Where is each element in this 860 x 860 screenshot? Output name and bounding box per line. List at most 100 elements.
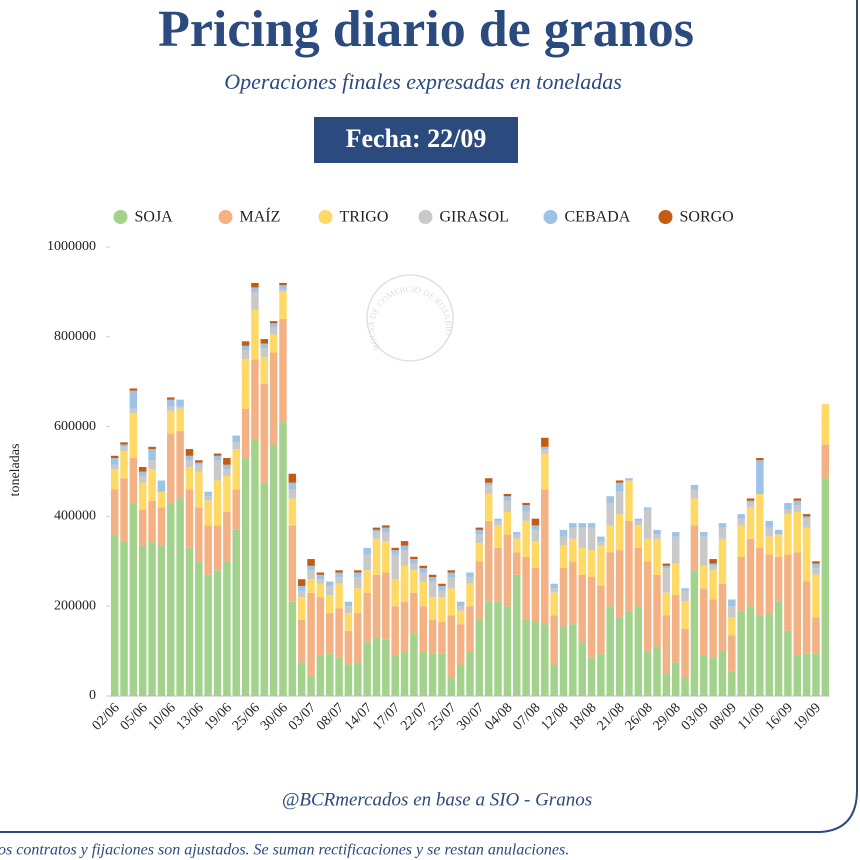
bar-segment	[204, 525, 212, 575]
bar-segment	[176, 498, 184, 696]
bar-segment	[466, 577, 474, 584]
y-tick-label: 0	[89, 688, 96, 703]
bar-segment	[167, 433, 175, 503]
bar-segment	[148, 500, 156, 542]
bar-segment	[428, 597, 437, 620]
bar-segment	[419, 606, 427, 652]
bar-segment	[756, 547, 764, 616]
bar-segment	[484, 484, 493, 494]
bar-segment	[634, 547, 643, 607]
bar-segment	[615, 550, 624, 618]
bar-segment	[662, 565, 671, 569]
bar-segment	[597, 536, 605, 542]
bar-segment	[363, 547, 371, 555]
bar-segment	[288, 482, 297, 490]
bar-segment	[531, 529, 540, 542]
x-tick-label: 30/06	[258, 700, 291, 733]
bar-segment	[522, 520, 530, 557]
bar-segment	[129, 388, 138, 391]
bar-segment	[335, 572, 343, 578]
bar-segment	[494, 518, 502, 521]
bar-segment	[625, 480, 633, 521]
bar-segment	[784, 514, 792, 555]
bar-segment	[372, 637, 381, 696]
bar-segment	[606, 525, 614, 553]
bar-segment	[802, 518, 811, 528]
bar-segment	[494, 520, 502, 526]
x-tick-label: 25/07	[426, 700, 459, 733]
bar-segment	[494, 525, 502, 548]
bar-segment	[148, 469, 156, 501]
bar-segment	[382, 525, 390, 528]
bar-segment	[157, 507, 166, 546]
x-tick-label: 04/08	[482, 700, 515, 733]
bar-segment	[653, 529, 661, 535]
bar-segment	[138, 467, 147, 472]
bar-segment	[316, 572, 325, 575]
bar-segment	[400, 541, 409, 546]
bar-segment	[756, 460, 764, 494]
x-tick-label: 03/09	[679, 700, 712, 733]
bar-segment	[531, 568, 540, 622]
bar-segment	[513, 538, 521, 553]
bar-segment	[288, 489, 297, 499]
bar-segment	[120, 446, 128, 452]
bar-segment	[400, 651, 409, 696]
bar-segment	[438, 621, 446, 654]
bar-segment	[391, 606, 399, 656]
bar-segment	[232, 489, 240, 530]
bar-segment	[335, 570, 343, 573]
bar-segment	[213, 455, 222, 461]
bar-segment	[709, 599, 717, 658]
bar-segment	[728, 599, 736, 607]
bar-segment	[241, 359, 250, 409]
bar-segment	[746, 500, 755, 503]
bar-segment	[195, 471, 203, 508]
bar-segment	[522, 619, 530, 696]
bar-segment	[307, 675, 315, 696]
bar-segment	[428, 574, 437, 578]
bar-segment	[363, 554, 371, 571]
bar-segment	[279, 282, 287, 286]
bar-segment	[541, 449, 549, 454]
bar-segment	[522, 505, 530, 512]
bar-segment	[326, 581, 334, 586]
bar-segment	[260, 348, 269, 358]
bar-segment	[494, 601, 502, 696]
bar-segment	[241, 345, 250, 351]
bar-segment	[700, 532, 708, 537]
seal-ring	[366, 274, 454, 362]
bar-segment	[559, 529, 568, 537]
bar-segment	[400, 565, 409, 602]
y-tick-label: 200000	[54, 598, 96, 613]
bar-segment	[475, 543, 484, 562]
bar-segment	[241, 350, 250, 360]
bar-segment	[522, 511, 530, 521]
legend-swatch	[418, 210, 433, 224]
bar-segment	[279, 291, 287, 319]
bar-segment	[569, 538, 577, 562]
bar-segment	[204, 491, 212, 497]
x-tick-label: 07/08	[510, 700, 543, 733]
bar-segment	[391, 579, 399, 607]
bar-segment	[513, 574, 521, 696]
bar-segment	[587, 657, 596, 696]
bar-segment	[541, 437, 549, 447]
bar-segment	[438, 653, 446, 696]
bar-segment	[765, 554, 773, 613]
bar-segment	[185, 547, 194, 696]
x-tick-label: 13/06	[174, 700, 207, 733]
bar-segment	[643, 509, 652, 539]
bar-segment	[681, 590, 689, 602]
bar-segment	[167, 406, 175, 411]
bar-segment	[213, 460, 222, 481]
bar-segment	[756, 493, 764, 548]
bar-segment	[709, 563, 717, 566]
bar-segment	[354, 572, 362, 578]
bar-segment	[484, 601, 493, 696]
bar-segment	[494, 547, 502, 602]
bar-segment	[484, 520, 493, 602]
bar-segment	[195, 460, 203, 463]
bar-segment	[812, 561, 820, 564]
bar-segment	[484, 493, 493, 521]
